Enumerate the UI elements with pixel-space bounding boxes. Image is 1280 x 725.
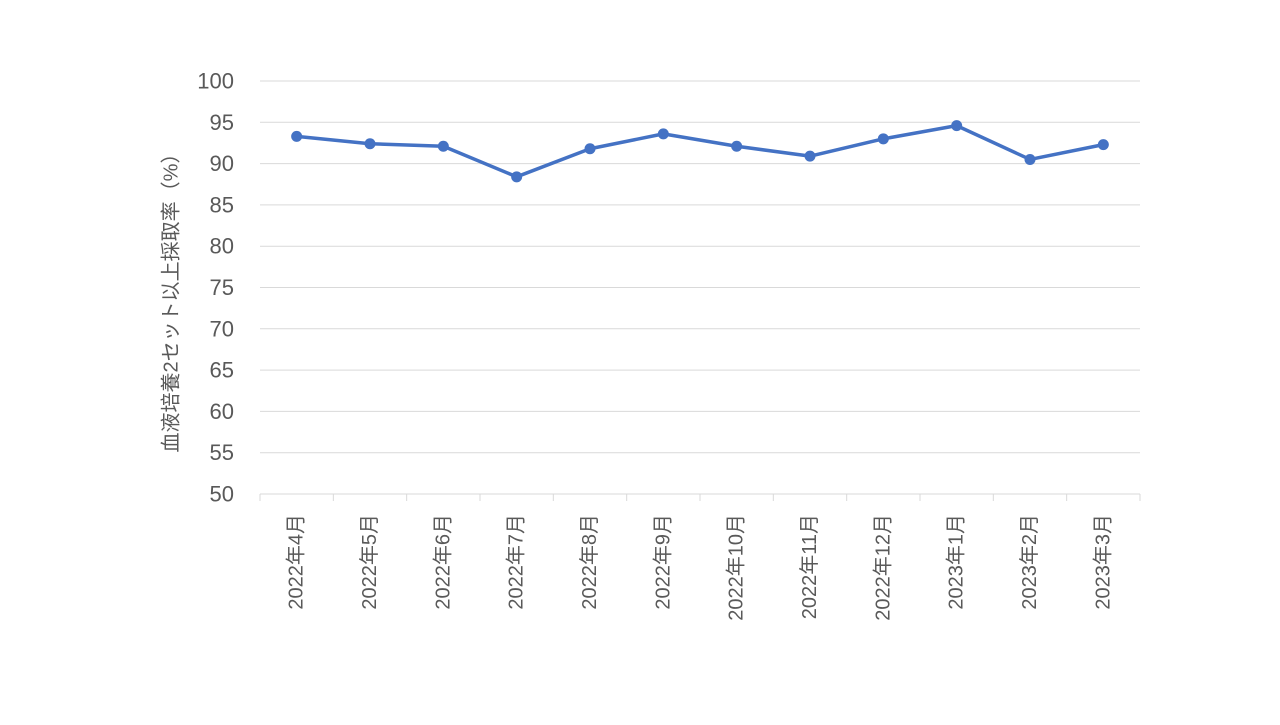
x-tick-label: 2022年6月	[431, 514, 454, 610]
y-tick-label: 60	[210, 399, 234, 424]
y-tick-label: 75	[210, 275, 234, 300]
y-axis-ticks: 50 55 60 65 70 75 80 85 90 95 100	[197, 69, 234, 507]
series-line	[294, 123, 1106, 179]
x-tick-label: 2022年8月	[578, 514, 601, 610]
x-tick-label: 2022年11月	[798, 514, 821, 619]
x-tick-label: 2022年12月	[871, 514, 894, 621]
x-axis	[259, 493, 1141, 501]
data-point	[364, 138, 376, 150]
data-point	[951, 120, 963, 132]
x-tick-label: 2022年5月	[358, 514, 381, 610]
data-point	[1024, 153, 1036, 165]
y-tick-label: 55	[210, 440, 234, 465]
x-tick-label: 2023年2月	[1018, 514, 1041, 610]
data-point	[877, 133, 889, 145]
y-tick-label: 80	[210, 234, 234, 259]
data-point	[511, 171, 523, 183]
x-axis-ticks: 2022年4月 2022年5月 2022年6月 2022年7月 2022年8月 2022年…	[285, 514, 1115, 621]
y-tick-label: 85	[210, 192, 234, 217]
data-point	[584, 143, 596, 155]
x-tick-label: 2023年1月	[945, 514, 968, 610]
y-tick-label: 100	[197, 69, 234, 94]
x-tick-label: 2022年7月	[505, 514, 528, 610]
y-tick-label: 70	[210, 316, 234, 341]
y-tick-label: 90	[210, 151, 234, 176]
x-tick-label: 2022年4月	[285, 514, 308, 610]
y-axis-label: 血液培養2セット以上採取率（%）	[159, 144, 182, 453]
data-point	[804, 150, 816, 162]
data-point	[1097, 139, 1109, 151]
data-point	[437, 140, 449, 152]
series	[291, 120, 1109, 183]
x-tick-label: 2022年9月	[651, 514, 674, 610]
data-point	[657, 128, 669, 140]
y-tick-label: 95	[210, 110, 234, 135]
x-tick-label: 2023年3月	[1091, 514, 1114, 610]
y-tick-label: 50	[210, 482, 234, 507]
gridlines	[260, 80, 1140, 454]
x-tick-label: 2022年10月	[725, 514, 748, 621]
data-point	[291, 130, 303, 142]
y-tick-label: 65	[210, 358, 234, 383]
data-point	[731, 140, 743, 152]
